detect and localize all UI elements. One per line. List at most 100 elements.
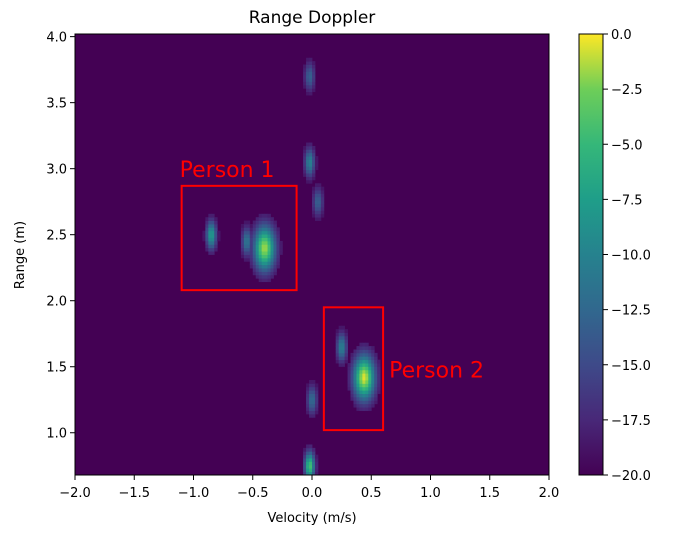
heatmap-cell bbox=[371, 356, 375, 361]
heatmap-cell bbox=[356, 363, 360, 367]
heatmap-cell bbox=[368, 373, 372, 378]
heatmap-cell bbox=[368, 366, 372, 371]
heatmap-cell bbox=[306, 81, 310, 86]
heatmap-cell bbox=[362, 373, 366, 378]
heatmap-cell bbox=[258, 271, 263, 276]
heatmap-cell bbox=[246, 230, 251, 235]
heatmap-cell bbox=[214, 227, 218, 232]
heatmap-cell bbox=[359, 356, 363, 361]
heatmap-cell bbox=[309, 179, 313, 184]
heatmap-cell bbox=[374, 356, 378, 361]
heatmap-cell bbox=[312, 169, 316, 174]
heatmap-cell bbox=[205, 247, 209, 252]
heatmap-cell bbox=[264, 217, 268, 221]
heatmap-cell bbox=[314, 166, 319, 171]
colorbar-tick-label: 0.0 bbox=[611, 28, 632, 43]
heatmap-cell bbox=[255, 230, 260, 235]
annotations: Person 1 Person 2 bbox=[180, 158, 484, 432]
heatmap-cell bbox=[214, 234, 218, 238]
heatmap-cell bbox=[374, 376, 378, 381]
heatmap-cell bbox=[267, 227, 271, 232]
heatmap-cell bbox=[365, 386, 369, 391]
heatmap-cell bbox=[317, 196, 322, 201]
heatmap-cell bbox=[320, 200, 325, 205]
heatmap-cell bbox=[309, 81, 313, 86]
heatmap-cell bbox=[306, 444, 310, 449]
heatmap-cell bbox=[211, 237, 215, 242]
heatmap-cells bbox=[202, 57, 381, 475]
heatmap-cell bbox=[320, 207, 325, 211]
heatmap-cell bbox=[261, 217, 265, 221]
heatmap-cell bbox=[320, 186, 325, 191]
heatmap-cell bbox=[306, 464, 310, 469]
heatmap-cell bbox=[362, 366, 366, 371]
heatmap-cell bbox=[374, 366, 378, 371]
heatmap-cell bbox=[243, 230, 248, 235]
heatmap-cell bbox=[309, 458, 313, 462]
heatmap-cell bbox=[314, 210, 319, 215]
heatmap-cell bbox=[338, 325, 343, 330]
heatmap-cell bbox=[350, 396, 354, 401]
heatmap-cell bbox=[371, 400, 375, 405]
heatmap-cell bbox=[306, 390, 310, 394]
heatmap-cell bbox=[276, 264, 280, 269]
heatmap-cell bbox=[303, 458, 307, 462]
y-tick-label: 2.0 bbox=[46, 295, 67, 310]
heatmap-cell bbox=[374, 373, 378, 378]
colorbar-axis: 0.0 −2.5 −5.0 −7.5 −10.0 −12.5 −15.0 −17.5 −20.0 bbox=[603, 28, 651, 484]
heatmap-cell bbox=[359, 369, 363, 374]
heatmap-cell bbox=[314, 461, 319, 466]
heatmap-cell bbox=[353, 352, 357, 357]
heatmap-cell bbox=[306, 461, 310, 466]
heatmap-cell bbox=[374, 400, 378, 405]
heatmap-cell bbox=[365, 407, 369, 411]
heatmap-cell bbox=[273, 227, 277, 232]
heatmap-cell bbox=[276, 230, 280, 235]
y-tick-label: 1.0 bbox=[46, 427, 67, 442]
heatmap-cell bbox=[362, 407, 366, 411]
heatmap-cell bbox=[273, 244, 277, 249]
heatmap-cell bbox=[309, 380, 313, 384]
heatmap-cell bbox=[374, 396, 378, 401]
heatmap-cell bbox=[314, 400, 319, 405]
heatmap-cell bbox=[312, 464, 316, 469]
heatmap-cell bbox=[258, 234, 263, 238]
heatmap-cell bbox=[214, 230, 218, 235]
heatmap-cell bbox=[255, 240, 260, 245]
heatmap-cell bbox=[258, 278, 263, 283]
heatmap-cell bbox=[264, 220, 268, 225]
heatmap-cell bbox=[255, 274, 260, 279]
heatmap-cell bbox=[362, 352, 366, 357]
heatmap-cell bbox=[347, 366, 351, 371]
heatmap-cell bbox=[353, 390, 357, 394]
heatmap-cell bbox=[306, 458, 310, 462]
heatmap-cell bbox=[368, 363, 372, 367]
heatmap-cell bbox=[303, 156, 307, 160]
heatmap-cell bbox=[353, 380, 357, 384]
heatmap-cell bbox=[317, 186, 322, 191]
heatmap-cell bbox=[249, 244, 254, 249]
heatmap-cell bbox=[252, 223, 257, 228]
heatmap-cell bbox=[246, 247, 251, 252]
heatmap-cell bbox=[306, 91, 310, 96]
heatmap-cell bbox=[264, 268, 268, 272]
heatmap-cell bbox=[273, 257, 277, 262]
heatmap-cell bbox=[306, 393, 310, 398]
heatmap-cell bbox=[344, 356, 348, 361]
heatmap-cell bbox=[309, 64, 313, 69]
heatmap-cell bbox=[312, 152, 316, 157]
heatmap-cell bbox=[258, 227, 263, 232]
heatmap-cell bbox=[246, 257, 251, 262]
heatmap-cell bbox=[309, 461, 313, 466]
heatmap-cell bbox=[249, 261, 254, 266]
heatmap-cell bbox=[252, 264, 257, 269]
heatmap-cell bbox=[258, 244, 263, 249]
heatmap-cell bbox=[303, 166, 307, 171]
heatmap-cell bbox=[312, 458, 316, 462]
heatmap-cell bbox=[365, 366, 369, 371]
heatmap-cell bbox=[362, 383, 366, 388]
heatmap-cell bbox=[309, 407, 313, 411]
heatmap-cell bbox=[347, 363, 351, 367]
x-axis: −2.0 −1.5 −1.0 −0.5 0.0 0.5 1.0 1.5 2.0 bbox=[59, 475, 559, 501]
heatmap-cell bbox=[312, 407, 316, 411]
